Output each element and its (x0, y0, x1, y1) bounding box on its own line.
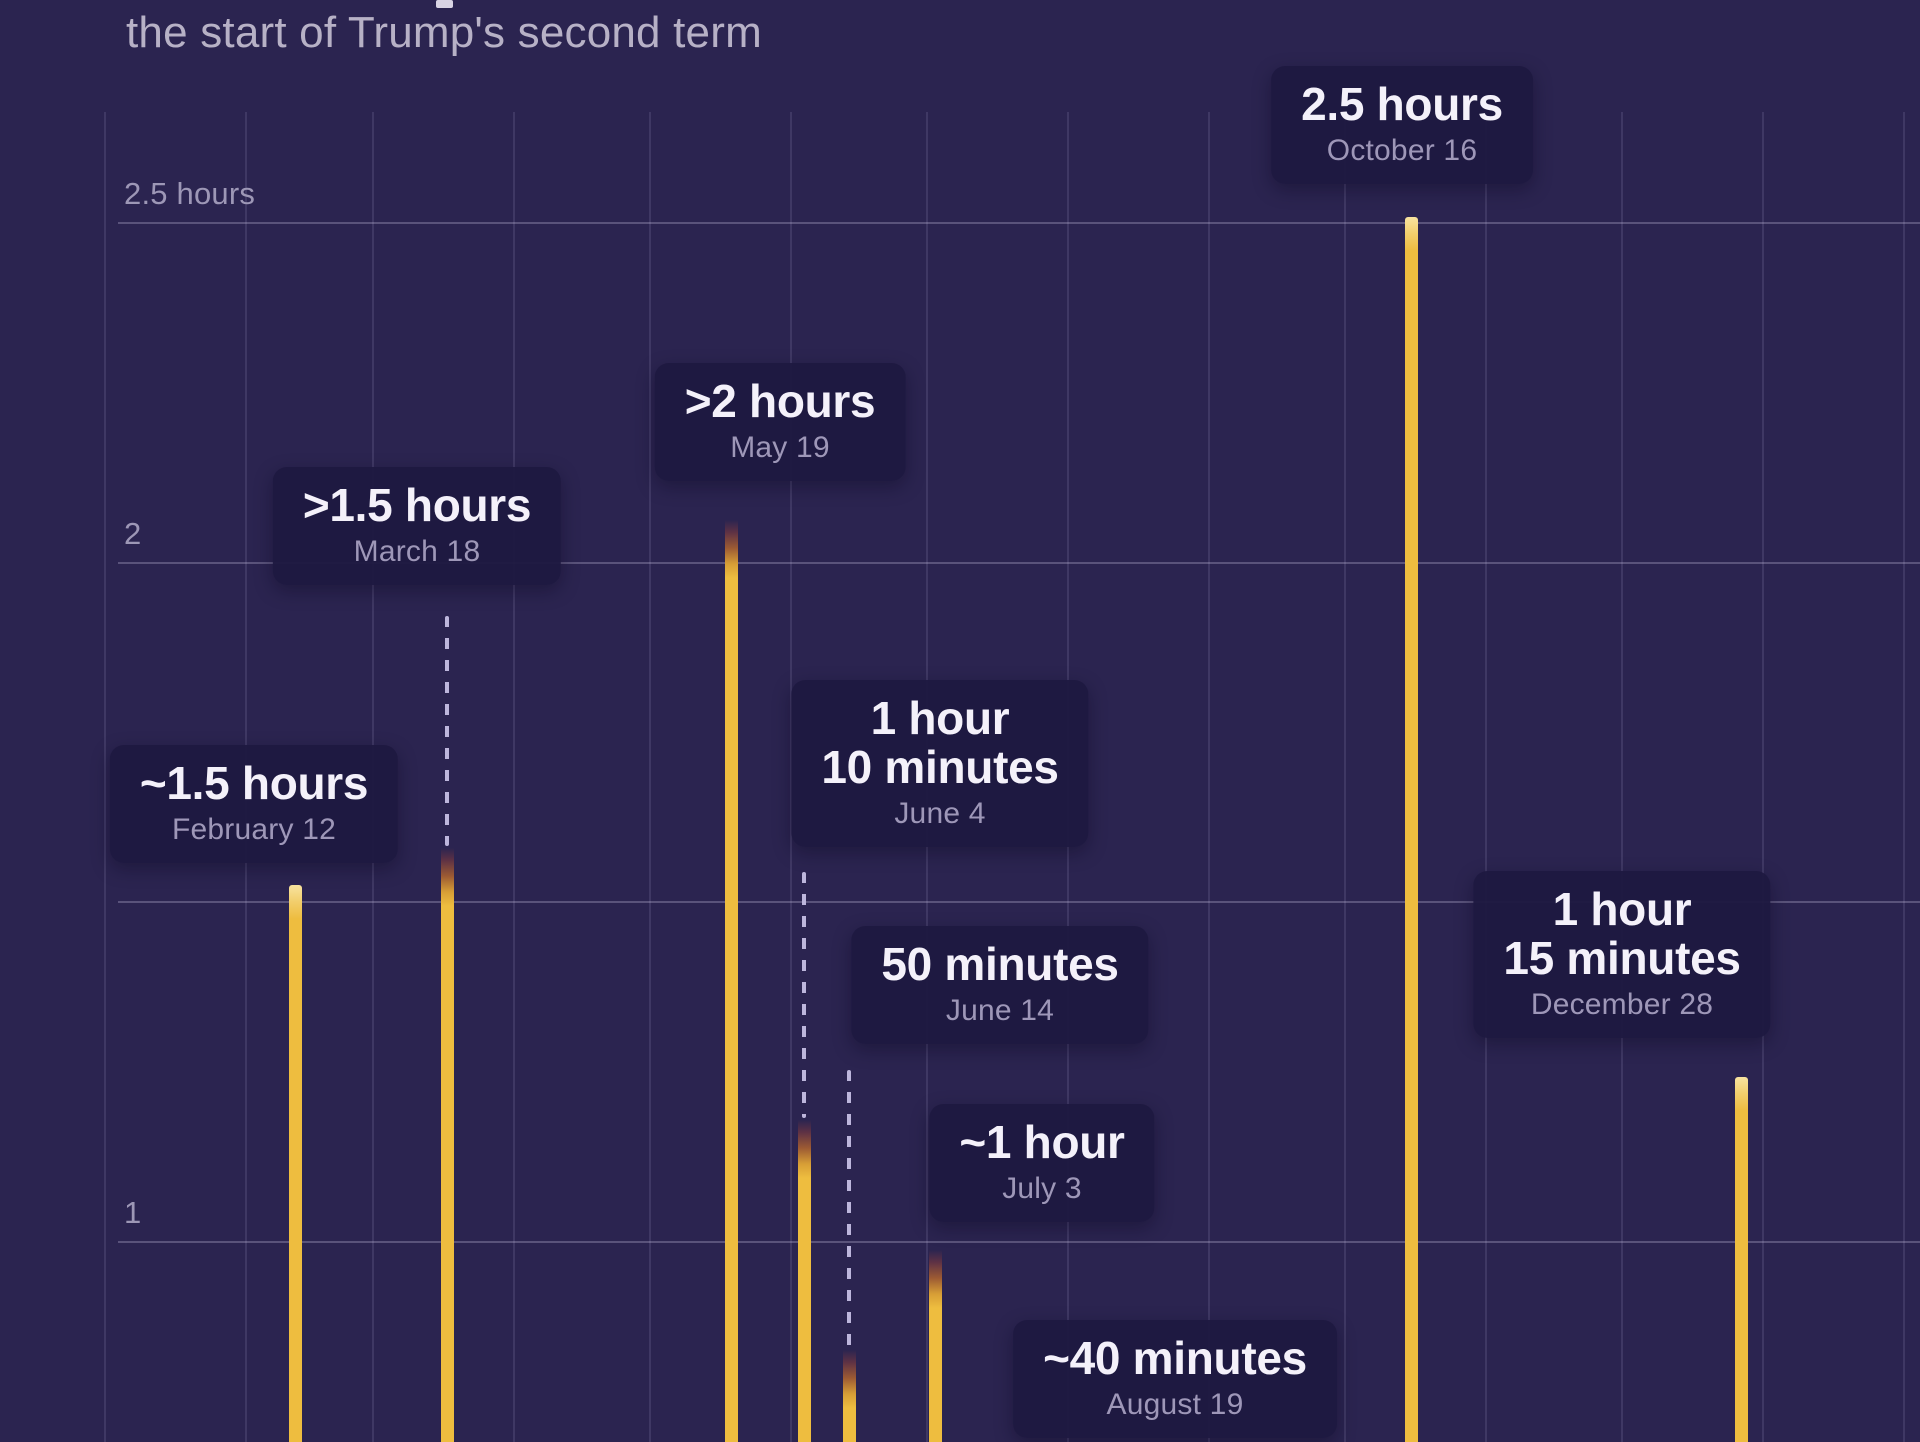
callout-july-3: ~1 hour July 3 (929, 1104, 1155, 1222)
vertical-gridline (1903, 112, 1905, 1442)
callout-december-28: 1 hour 15 minutes December 28 (1473, 871, 1771, 1038)
callout-duration: 10 minutes (821, 740, 1059, 793)
y-axis-tick-2: 2 (124, 516, 142, 551)
callout-duration: >2 hours (684, 375, 876, 427)
y-axis-tick-1: 1 (124, 1195, 142, 1230)
vertical-gridline (790, 112, 792, 1442)
callout-duration: 50 minutes (881, 938, 1119, 990)
callout-june-4: 1 hour 10 minutes June 4 (791, 680, 1089, 847)
bar-march-18 (441, 848, 454, 1442)
callout-duration: ~1.5 hours (139, 757, 369, 809)
y-axis-tick-2-5-hours: 2.5 hours (124, 176, 256, 211)
callout-february-12: ~1.5 hours February 12 (109, 745, 399, 863)
callout-march-18: >1.5 hours March 18 (272, 467, 562, 585)
vertical-gridline (649, 112, 651, 1442)
callout-june-14: 50 minutes June 14 (851, 926, 1149, 1044)
callout-date: June 4 (894, 796, 986, 830)
callout-date: July 3 (1002, 1171, 1082, 1205)
bar-october-16 (1405, 217, 1418, 1442)
callout-date: February 12 (172, 812, 336, 846)
callout-may-19: >2 hours May 19 (654, 363, 906, 481)
cut-off-title-fragment (436, 0, 453, 8)
vertical-gridline (104, 112, 106, 1442)
horizontal-gridline (118, 562, 1920, 564)
callout-date: October 16 (1326, 133, 1478, 167)
vertical-gridline (1208, 112, 1210, 1442)
bar-june-14 (843, 1350, 856, 1442)
uncertainty-dash-june-14 (847, 1070, 851, 1348)
horizontal-gridline (118, 1241, 1920, 1243)
callout-date: May 19 (730, 430, 830, 464)
bar-may-19 (725, 520, 738, 1442)
callout-october-16: 2.5 hours October 16 (1271, 66, 1533, 184)
vertical-gridline (513, 112, 515, 1442)
callout-duration: 1 hour (1552, 883, 1692, 935)
callout-duration: >1.5 hours (302, 479, 532, 531)
bar-december-28 (1735, 1077, 1748, 1442)
vertical-gridline (1762, 112, 1764, 1442)
callout-august-19: ~40 minutes August 19 (1013, 1320, 1337, 1438)
callout-duration: ~40 minutes (1043, 1332, 1307, 1384)
callout-duration: ~1 hour (959, 1116, 1125, 1168)
bar-june-4 (798, 1120, 811, 1442)
vertical-gridline (1485, 112, 1487, 1442)
uncertainty-dash-march-18 (445, 616, 449, 846)
callout-date: December 28 (1530, 987, 1714, 1021)
horizontal-gridline (118, 901, 1920, 903)
callout-date: August 19 (1106, 1387, 1244, 1421)
vertical-gridline (1344, 112, 1346, 1442)
page-title: the start of Trump's second term (126, 8, 762, 57)
bar-july-3 (929, 1250, 942, 1442)
callout-duration: 2.5 hours (1301, 78, 1503, 130)
bar-february-12 (289, 885, 302, 1442)
uncertainty-dash-june-4 (802, 872, 806, 1118)
callout-duration: 15 minutes (1503, 931, 1741, 984)
callout-date: March 18 (353, 534, 481, 568)
vertical-gridline (1621, 112, 1623, 1442)
horizontal-gridline (118, 222, 1920, 224)
callout-duration: 1 hour (870, 692, 1010, 744)
callout-date: June 14 (945, 993, 1055, 1027)
